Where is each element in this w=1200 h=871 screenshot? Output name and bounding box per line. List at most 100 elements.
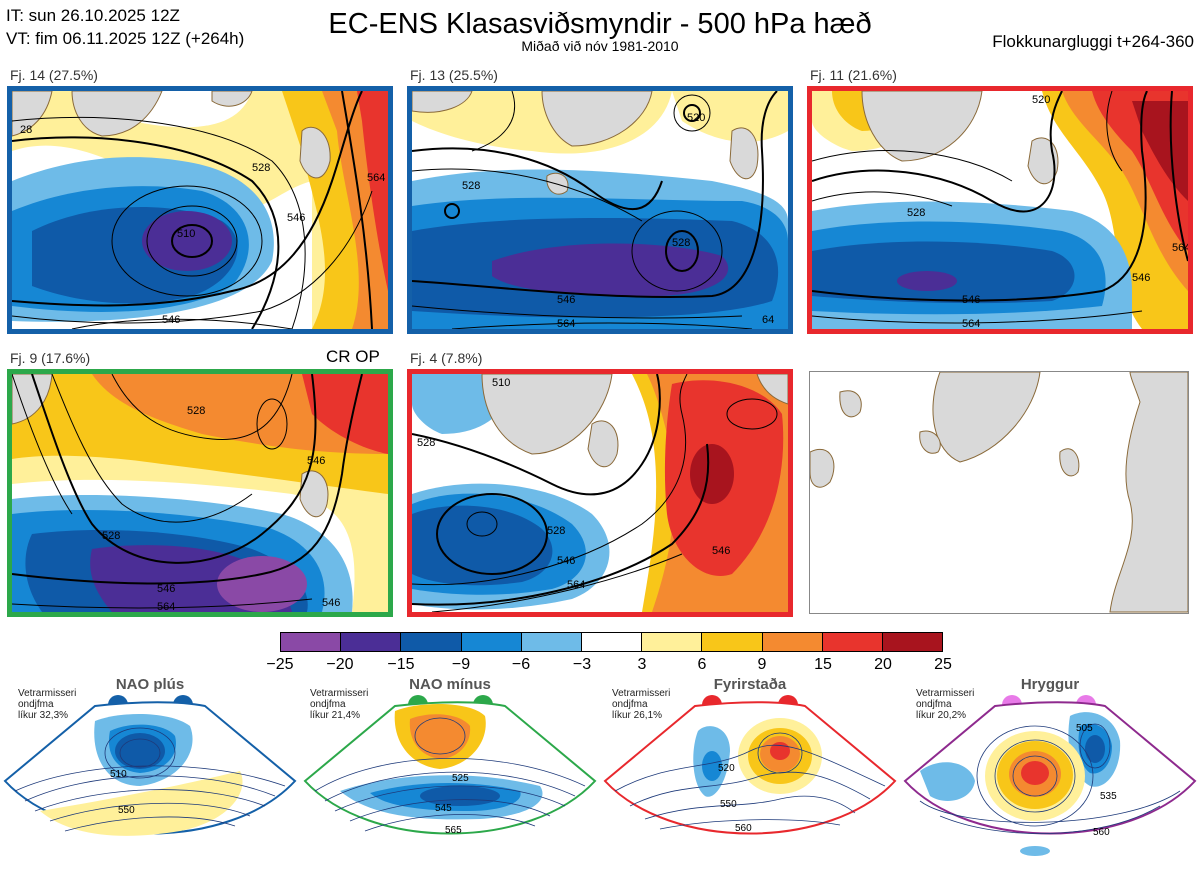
colorbar-tick: −15 bbox=[387, 656, 415, 673]
contour-label: 528 bbox=[547, 525, 565, 537]
colorbar-bin bbox=[882, 633, 943, 651]
contour-label: 528 bbox=[672, 237, 690, 249]
cluster-map-4[interactable]: 528 528 546 564 546 546 bbox=[7, 369, 393, 617]
colorbar-bin bbox=[521, 633, 582, 651]
contour-label: 505 bbox=[1076, 723, 1093, 734]
colorbar-bin bbox=[341, 633, 402, 651]
regime-title: NAO plús bbox=[115, 676, 185, 693]
contour-label: 510 bbox=[177, 228, 195, 240]
contour-label: 528 bbox=[252, 162, 270, 174]
cluster-map-5[interactable]: 528 546 546 564 528 510 bbox=[407, 369, 793, 617]
contour-label: 564 bbox=[567, 579, 585, 591]
contour-label: 565 bbox=[445, 825, 462, 836]
anomaly-map-5: 528 546 546 564 528 510 bbox=[412, 374, 788, 612]
contour-label: 525 bbox=[452, 773, 469, 784]
coastline-map bbox=[809, 371, 1189, 613]
regime-note: Vetrarmisseri ondjfma líkur 26,1% bbox=[612, 688, 671, 721]
run-times: IT: sun 26.10.2025 12Z VT: fim 06.11.202… bbox=[6, 4, 244, 50]
contour-label: 528 bbox=[417, 437, 435, 449]
contour-label: 560 bbox=[1093, 827, 1110, 838]
contour-label: 564 bbox=[157, 601, 175, 612]
contour-label: 564 bbox=[557, 318, 575, 329]
contour-label: 28 bbox=[20, 124, 32, 136]
anomaly-map-3: 528 546 546 564 520 564 bbox=[812, 91, 1188, 329]
contour-label: 560 bbox=[735, 823, 752, 834]
contour-label: 546 bbox=[287, 212, 305, 224]
colorbar-tick: −6 bbox=[511, 656, 531, 673]
cluster-map-1[interactable]: 510 528 546 564 28 546 bbox=[7, 86, 393, 334]
colorbar-tick: 20 bbox=[874, 656, 892, 673]
contour-label: 546 bbox=[557, 555, 575, 567]
regime-title: NAO mínus bbox=[409, 676, 491, 693]
regime-map: 510 550 bbox=[3, 695, 297, 836]
cluster-label-3: Fj. 11 (21.6%) bbox=[810, 67, 897, 83]
cluster-label-1: Fj. 14 (27.5%) bbox=[10, 67, 98, 83]
colorbar-tick: −9 bbox=[451, 656, 471, 673]
cluster-map-2[interactable]: 528 528 546 564 520 64 bbox=[407, 86, 793, 334]
init-time: IT: sun 26.10.2025 12Z bbox=[6, 6, 180, 25]
blank-geography-map bbox=[809, 371, 1189, 614]
cluster-label-2: Fj. 13 (25.5%) bbox=[410, 67, 498, 83]
cluster-label-5: Fj. 4 (7.8%) bbox=[410, 350, 483, 366]
contour-label: 510 bbox=[110, 769, 127, 780]
colorbar-tick: 25 bbox=[934, 656, 952, 673]
colorbar-bin bbox=[461, 633, 522, 651]
regime-note: Vetrarmisseri ondjfma líkur 32,3% bbox=[18, 688, 77, 721]
colorbar-bin bbox=[762, 633, 823, 651]
contour-label: 546 bbox=[557, 294, 575, 306]
contour-label: 564 bbox=[1172, 242, 1188, 254]
contour-label: 535 bbox=[1100, 791, 1117, 802]
control-run-label: CR OP bbox=[326, 347, 380, 366]
colorbar-tick: −25 bbox=[266, 656, 294, 673]
regime-map: 520 550 560 bbox=[603, 695, 897, 835]
regime-map: 525 545 565 bbox=[303, 695, 597, 836]
contour-label: 528 bbox=[187, 405, 205, 417]
colorbar-bin bbox=[702, 633, 763, 651]
contour-label: 64 bbox=[762, 314, 774, 326]
anomaly-map-1: 510 528 546 564 28 546 bbox=[12, 91, 388, 329]
contour-label: 546 bbox=[712, 545, 730, 557]
regime-panel-blocking[interactable]: Fyrirstaða Vetrarmisseri ondjfma líkur 2… bbox=[600, 676, 900, 871]
regime-note: Vetrarmisseri ondjfma líkur 21,4% bbox=[310, 688, 369, 721]
contour-label: 546 bbox=[962, 294, 980, 306]
colorbar-tick: 9 bbox=[757, 656, 767, 673]
contour-label: 528 bbox=[102, 530, 120, 542]
contour-label: 546 bbox=[157, 583, 175, 595]
colorbar-tick: 6 bbox=[697, 656, 707, 673]
contour-label: 546 bbox=[162, 314, 180, 326]
regime-panel-nao-plus[interactable]: NAO plús Vetrarmisseri ondjfma líkur 32,… bbox=[0, 676, 300, 871]
regime-title: Fyrirstaða bbox=[713, 676, 787, 693]
colorbar-bin bbox=[822, 633, 883, 651]
regime-panel-nao-minus[interactable]: NAO mínus Vetrarmisseri ondjfma líkur 21… bbox=[300, 676, 600, 871]
colorbar-tick: −3 bbox=[572, 656, 592, 673]
contour-label: 550 bbox=[118, 805, 135, 816]
page-subtitle: Miðað við nóv 1981-2010 bbox=[521, 38, 679, 54]
contour-label: 510 bbox=[492, 377, 510, 389]
colorbar-tick: −20 bbox=[326, 656, 354, 673]
contour-label: 546 bbox=[1132, 272, 1150, 284]
anomaly-map-2: 528 528 546 564 520 64 bbox=[412, 91, 788, 329]
contour-label: 520 bbox=[1032, 94, 1050, 106]
colorbar-bin bbox=[401, 633, 462, 651]
contour-label: 546 bbox=[307, 455, 325, 467]
contour-label: 528 bbox=[907, 207, 925, 219]
contour-label: 520 bbox=[687, 112, 705, 124]
colorbar-bin bbox=[581, 633, 643, 651]
cluster-map-3[interactable]: 528 546 546 564 520 564 bbox=[807, 86, 1193, 334]
page-title: EC-ENS Klasasviðsmyndir - 500 hPa hæð bbox=[328, 8, 872, 40]
colorbar-tick: 3 bbox=[637, 656, 647, 673]
colorbar-bin bbox=[281, 633, 342, 651]
anomaly-colorbar bbox=[280, 632, 943, 652]
classification-window: Flokkunargluggi t+264-360 bbox=[992, 32, 1194, 51]
regime-title: Hryggur bbox=[1020, 676, 1080, 693]
contour-label: 564 bbox=[962, 318, 980, 329]
anomaly-map-4: 528 528 546 564 546 546 bbox=[12, 374, 388, 612]
contour-label: 528 bbox=[462, 180, 480, 192]
valid-time: VT: fim 06.11.2025 12Z (+264h) bbox=[6, 29, 245, 48]
cluster-label-4: Fj. 9 (17.6%) bbox=[10, 350, 91, 366]
contour-label: 564 bbox=[367, 172, 385, 184]
contour-label: 550 bbox=[720, 799, 737, 810]
contour-label: 520 bbox=[718, 763, 735, 774]
colorbar-bin bbox=[642, 633, 703, 651]
regime-panel-ridge[interactable]: Hryggur Vetrarmisseri ondjfma líkur 20,2… bbox=[900, 676, 1200, 871]
